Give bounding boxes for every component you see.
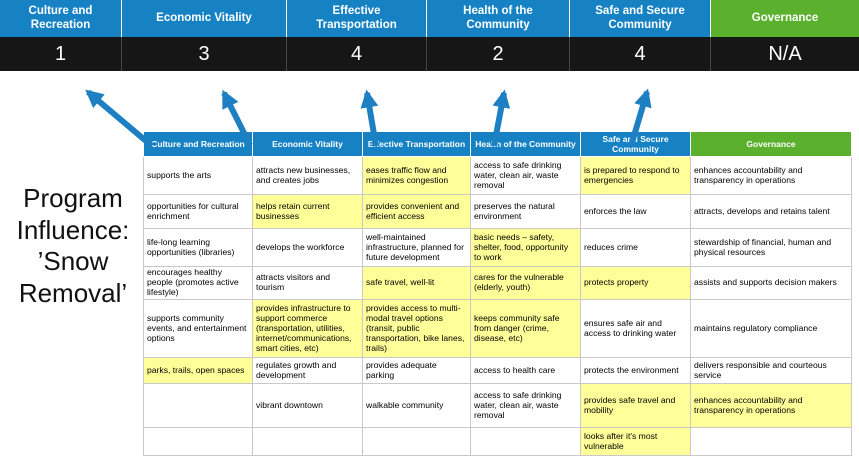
matrix-header-2: Effective Transportation — [362, 130, 471, 158]
matrix-cell: attracts, develops and retains talent — [690, 194, 852, 230]
matrix-cell: ensures safe air and access to drinking … — [580, 299, 691, 359]
banner-label-health-of-the-community: Health of the Community — [427, 0, 570, 37]
matrix-cell: encourages healthy people (promotes acti… — [143, 266, 253, 301]
matrix-cell: protects property — [580, 266, 691, 301]
matrix-cell: supports community events, and entertain… — [143, 299, 253, 359]
matrix-cell: vibrant downtown — [252, 383, 363, 429]
matrix-cell — [252, 427, 363, 457]
matrix-header-0: Culture and Recreation — [143, 130, 253, 158]
influence-matrix: Culture and Recreation Economic Vitality E… — [143, 130, 852, 457]
matrix-cell — [362, 427, 471, 457]
matrix-cell — [690, 427, 852, 457]
score-culture-and-recreation: 1 — [0, 37, 122, 71]
matrix-row: parks, trails, open spaces regulates grow… — [143, 357, 852, 385]
score-economic-vitality: 3 — [122, 37, 287, 71]
matrix-cell: keeps community safe from danger (crime,… — [470, 299, 581, 359]
banner-label-effective-transportation: Effective Transportation — [287, 0, 427, 37]
matrix-cell: attracts visitors and tourism — [252, 266, 363, 301]
matrix-cell: regulates growth and development — [252, 357, 363, 385]
matrix-cell: safe travel, well-lit — [362, 266, 471, 301]
matrix-cell: reduces crime — [580, 228, 691, 268]
matrix-cell: opportunities for cultural enrichment — [143, 194, 253, 230]
matrix-row: opportunities for cultural enrichment hel… — [143, 194, 852, 230]
matrix-cell: is prepared to respond to emergencies — [580, 156, 691, 196]
banner-label-safe-and-secure-community: Safe and Secure Community — [570, 0, 711, 37]
matrix-cell: attracts new businesses, and creates job… — [252, 156, 363, 196]
matrix-cell: parks, trails, open spaces — [143, 357, 253, 385]
matrix-cell: eases traffic flow and minimizes congest… — [362, 156, 471, 196]
matrix-cell: delivers responsible and courteous servi… — [690, 357, 852, 385]
banner-label-economic-vitality: Economic Vitality — [122, 0, 287, 37]
matrix-row: supports community events, and entertain… — [143, 299, 852, 359]
score-governance: N/A — [768, 42, 802, 65]
matrix-cell: access to safe drinking water, clean air… — [470, 156, 581, 196]
matrix-row: life-long learning opportunities (librar… — [143, 228, 852, 268]
matrix-cell: provides convenient and efficient access — [362, 194, 471, 230]
program-influence-label: Program Influence: ’Snow Removal’ — [16, 183, 130, 309]
matrix-cell: enhances accountability and transparency… — [690, 383, 852, 429]
matrix-cell: walkable community — [362, 383, 471, 429]
matrix-cell: preserves the natural environment — [470, 194, 581, 230]
score-effective-transportation: 4 — [287, 37, 427, 71]
matrix-cell: maintains regulatory compliance — [690, 299, 852, 359]
score-row: 1 3 4 2 4 N/A — [0, 37, 859, 71]
score-banner: Culture and Recreation Economic Vitality… — [0, 0, 859, 37]
matrix-cell: access to health care — [470, 357, 581, 385]
matrix-cell: assists and supports decision makers — [690, 266, 852, 301]
matrix-header-3: Health of the Community — [470, 130, 581, 158]
matrix-cell: supports the arts — [143, 156, 253, 196]
matrix-cell: provides adequate parking — [362, 357, 471, 385]
matrix-cell: develops the workforce — [252, 228, 363, 268]
matrix-row: vibrant downtown walkable community access… — [143, 383, 852, 429]
matrix-cell — [143, 427, 253, 457]
matrix-row: encourages healthy people (promotes acti… — [143, 266, 852, 301]
banner-label-governance: Governance — [711, 0, 859, 37]
matrix-cell: life-long learning opportunities (librar… — [143, 228, 253, 268]
matrix-header-5: Governance — [690, 130, 852, 158]
matrix-cell: provides safe travel and mobility — [580, 383, 691, 429]
matrix-cell: provides access to multi-modal travel op… — [362, 299, 471, 359]
matrix-cell: stewardship of financial, human and phys… — [690, 228, 852, 268]
matrix-cell: well-maintained infrastructure, planned … — [362, 228, 471, 268]
score-safe-and-secure-community: 4 — [570, 37, 711, 71]
matrix-cell: enhances accountability and transparency… — [690, 156, 852, 196]
matrix-cell — [143, 383, 253, 429]
matrix-header-1: Economic Vitality — [252, 130, 363, 158]
banner-label-culture-and-recreation: Culture and Recreation — [0, 0, 122, 37]
matrix-cell: provides infrastructure to support comme… — [252, 299, 363, 359]
matrix-cell — [470, 427, 581, 457]
matrix-cell: cares for the vulnerable (elderly, youth… — [470, 266, 581, 301]
matrix-header-row: Culture and Recreation Economic Vitality E… — [143, 130, 852, 158]
matrix-row: looks after it's most vulnerable — [143, 427, 852, 457]
matrix-cell: enforces the law — [580, 194, 691, 230]
matrix-cell: access to safe drinking water, clean air… — [470, 383, 581, 429]
matrix-body: supports the arts attracts new businesses… — [143, 156, 852, 457]
matrix-cell: helps retain current businesses — [252, 194, 363, 230]
matrix-cell: basic needs – safety, shelter, food, opp… — [470, 228, 581, 268]
matrix-cell: protects the environment — [580, 357, 691, 385]
matrix-row: supports the arts attracts new businesses… — [143, 156, 852, 196]
matrix-header-4: Safe and Secure Community — [580, 130, 691, 158]
score-health-of-the-community: 2 — [427, 37, 570, 71]
matrix-cell: looks after it's most vulnerable — [580, 427, 691, 457]
